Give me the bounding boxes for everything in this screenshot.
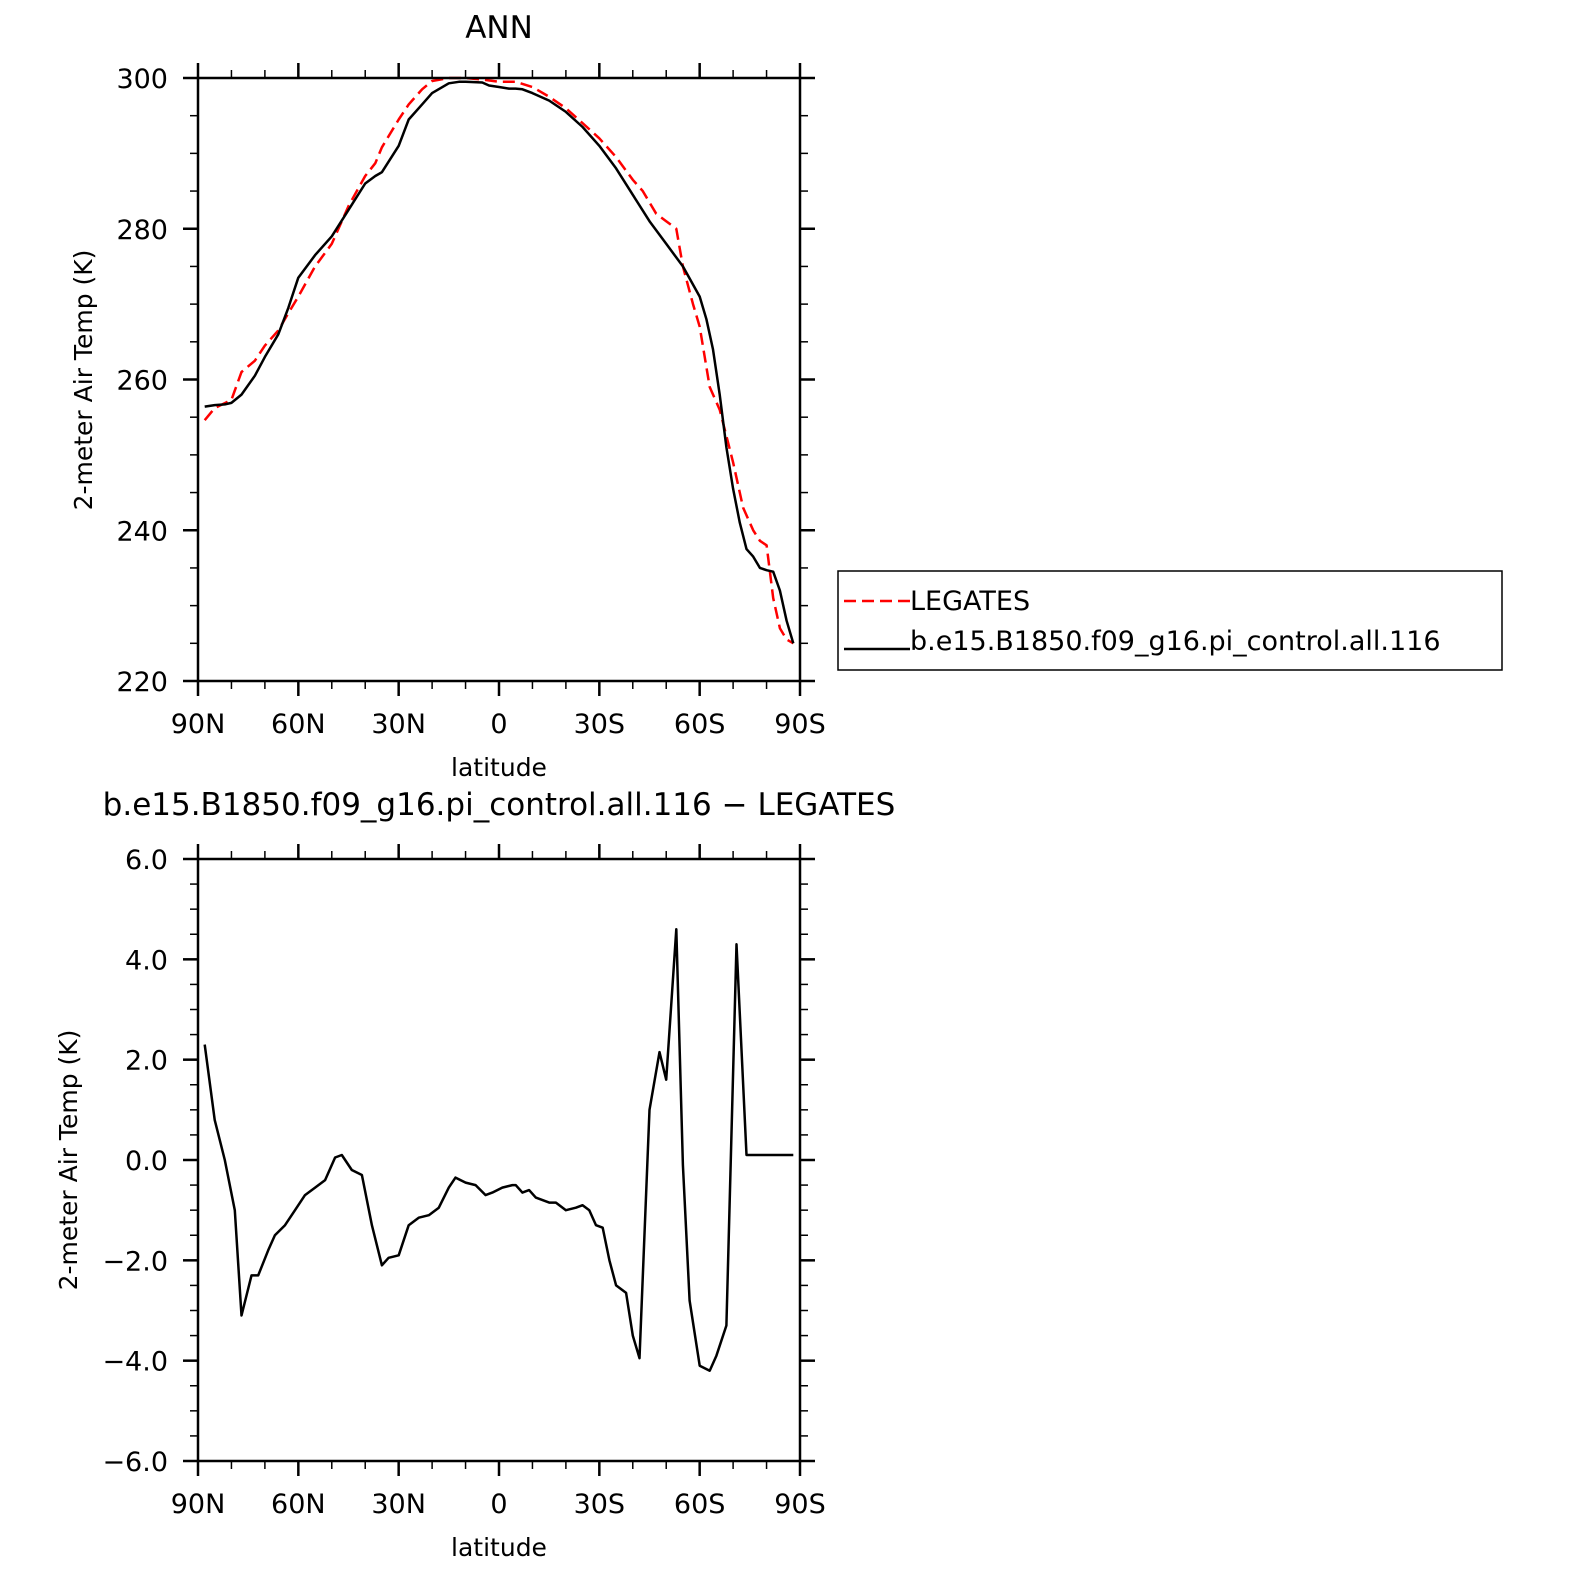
top-panel-tick-labels: 90N 60N 30N 0 30S 60S 90S 220 240 260 280 300 [116, 64, 825, 740]
x-tick-label: 90S [774, 1489, 826, 1520]
bottom-panel-tick-labels: 90N 60N 30N 0 30S 60S 90S −6.0 −4.0 −2.0 0.0 2.0 4.0… [102, 845, 825, 1520]
x-tick-label: 30S [574, 1489, 626, 1520]
bottom-panel-series [203, 927, 794, 1372]
series-line-0 [203, 927, 794, 1372]
x-tick-label: 60N [271, 709, 326, 740]
top-panel-frame [196, 76, 802, 683]
x-tick-label: 30N [371, 709, 426, 740]
x-tick-label: 60S [674, 709, 726, 740]
top-panel: ANN 90N 60N 30N 0 30S 60S 90S 220 240 260 280 300 l… [69, 10, 1503, 782]
top-panel-ticks [183, 63, 815, 696]
x-tick-label: 0 [490, 1489, 507, 1520]
legend-label-legates: LEGATES [910, 586, 1030, 617]
bottom-panel-title: b.e15.B1850.f09_g16.pi_control.all.116 −… [103, 787, 896, 823]
x-tick-label: 90S [774, 709, 826, 740]
y-tick-label: 280 [116, 215, 168, 246]
bottom-panel-ylabel: 2-meter Air Temp (K) [54, 1030, 83, 1291]
series-line-1 [204, 80, 795, 644]
top-panel-xlabel: latitude [451, 753, 547, 782]
x-tick-label: 30N [371, 1489, 426, 1520]
y-tick-label: 300 [116, 64, 168, 95]
y-tick-label: −2.0 [102, 1246, 168, 1277]
y-tick-label: 260 [116, 366, 168, 397]
legend-label-model: b.e15.B1850.f09_g16.pi_control.all.116 [910, 626, 1441, 657]
y-tick-label: 240 [116, 516, 168, 547]
bottom-panel-frame [196, 857, 802, 1463]
x-tick-label: 60S [674, 1489, 726, 1520]
y-tick-label: 0.0 [125, 1146, 168, 1177]
legend: LEGATES b.e15.B1850.f09_g16.pi_control.a… [837, 570, 1503, 671]
y-tick-label: 220 [116, 667, 168, 698]
top-panel-series [203, 76, 795, 645]
y-tick-label: 4.0 [125, 945, 168, 976]
x-tick-label: 60N [271, 1489, 326, 1520]
top-panel-ylabel: 2-meter Air Temp (K) [69, 250, 98, 511]
y-tick-label: −4.0 [102, 1347, 168, 1378]
x-tick-label: 30S [574, 709, 626, 740]
y-tick-label: 6.0 [125, 845, 168, 876]
y-tick-label: 2.0 [125, 1046, 168, 1077]
top-panel-title: ANN [465, 10, 533, 46]
legend-box [837, 570, 1503, 671]
series-line-0 [203, 76, 794, 645]
y-tick-label: −6.0 [102, 1447, 168, 1478]
bottom-panel-xlabel: latitude [451, 1533, 547, 1562]
x-tick-label: 90N [171, 1489, 226, 1520]
x-tick-label: 0 [490, 709, 507, 740]
bottom-panel: b.e15.B1850.f09_g16.pi_control.all.116 −… [54, 787, 895, 1562]
bottom-panel-ticks [183, 844, 815, 1476]
x-tick-label: 90N [171, 709, 226, 740]
